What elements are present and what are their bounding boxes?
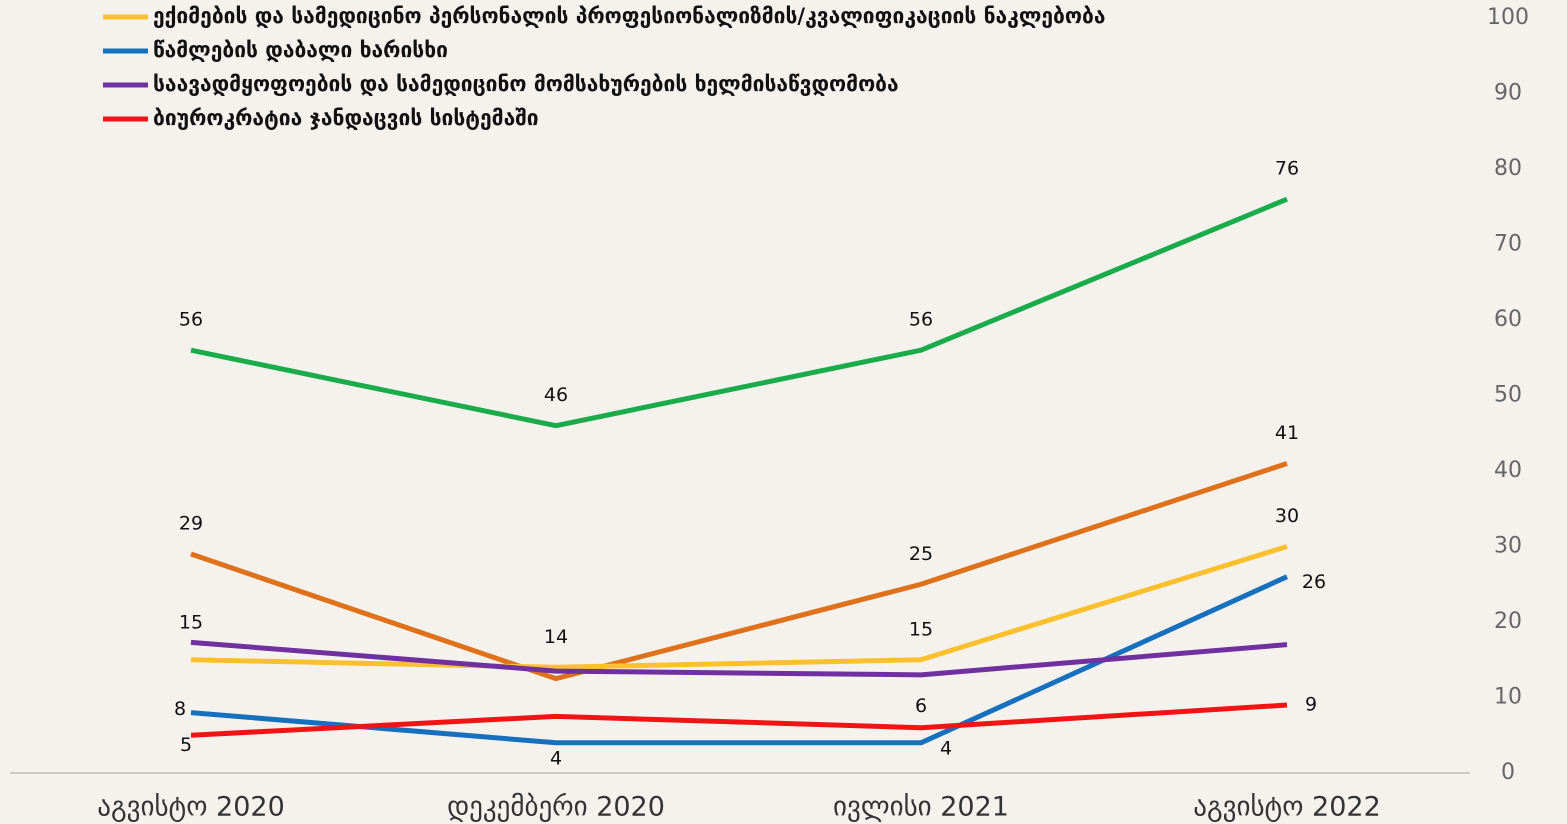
y-tick-label: 50 [1494,383,1522,408]
legend-label: ბიუროკრატია ჯანდაცვის სისტემაში [153,106,539,130]
x-tick-label: ივლისი 2021 [833,792,1009,823]
y-tick-label: 30 [1494,534,1522,559]
series-line [190,702,1288,738]
data-label: 4 [940,737,952,759]
series-line [190,544,1288,670]
series-line [190,196,1288,429]
x-tick-label: აგვისტო 2022 [1193,792,1381,823]
y-tick-label: 70 [1494,232,1522,257]
legend-label: საავადმყოფოების და სამედიცინო მომსახურებ… [153,72,899,96]
data-label: 41 [1275,422,1299,444]
y-tick-label: 60 [1494,307,1522,332]
y-tick-label: 40 [1494,458,1522,483]
data-label: 4 [550,747,562,769]
data-label: 5 [180,734,192,756]
data-label: 14 [544,626,568,648]
y-tick-label: 10 [1494,685,1522,710]
data-label: 56 [909,309,933,331]
data-label: 15 [909,618,933,640]
y-tick-label: 80 [1494,156,1522,181]
data-label: 76 [1275,158,1299,180]
data-label: 6 [915,695,927,717]
y-tick-label: 100 [1487,5,1529,30]
x-tick-label: დეკემბერი 2020 [447,792,665,823]
series-line [190,639,1288,678]
y-tick-label: 0 [1501,760,1515,785]
data-label: 9 [1305,694,1317,716]
y-tick-label: 20 [1494,609,1522,634]
data-label: 25 [909,543,933,565]
data-label: 15 [179,611,203,633]
legend-label: ექიმების და სამედიცინო პერსონალის პროფეს… [153,4,1105,28]
data-label: 26 [1302,571,1326,593]
data-label: 29 [179,513,203,535]
x-tick-label: აგვისტო 2020 [97,792,285,823]
data-label: 56 [179,309,203,331]
legend-label: წამლების დაბალი ხარისხი [153,38,448,62]
data-label: 8 [174,698,186,720]
data-label: 30 [1275,505,1299,527]
series-line [190,461,1288,682]
y-tick-label: 90 [1494,81,1522,106]
data-label: 46 [544,384,568,406]
